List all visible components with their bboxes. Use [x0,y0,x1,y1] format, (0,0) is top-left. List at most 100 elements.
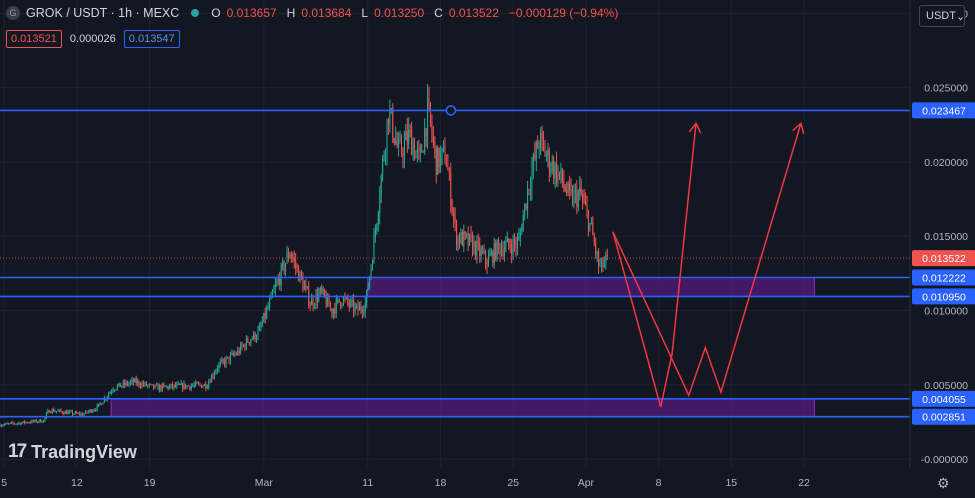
candle-body [24,421,26,423]
candle-body [225,357,227,365]
candle-body [214,373,216,377]
candle-body [141,383,143,387]
candle-body [353,300,355,312]
candle-body [371,263,374,267]
candle-body [27,422,29,424]
candle-body [208,382,210,387]
candle-body [209,382,211,384]
candle-body [519,231,521,237]
candle-body [511,248,513,255]
candle-body [514,239,516,244]
candle-body [160,385,162,390]
ohlc-change-value: −0.000129 (−0.94%) [508,6,619,20]
candle-body [109,392,111,394]
candle-body [3,424,5,426]
gear-icon[interactable]: ⚙ [937,475,950,491]
line-price-label-5-bg [912,408,975,425]
candle-body [58,409,60,411]
demand-zone-2 [110,398,815,418]
candle-body [260,325,262,327]
candle-body [264,313,266,318]
candle-body [286,253,288,264]
candle-body [425,128,427,137]
candle-body [429,102,431,122]
candle-body [247,338,249,343]
candle-body [363,311,365,313]
candle-body [56,411,58,413]
candle-body [42,420,44,423]
candle-body [551,161,553,170]
projection-path-2 [612,123,802,398]
candle-body [574,190,576,192]
candle-body [163,384,165,386]
candle-body [156,384,158,386]
candle-body [528,189,530,191]
ohlc-close-value: 0.013522 [448,6,499,20]
candle-body [399,140,401,142]
x-tick-label: Mar [255,477,274,489]
candle-body [166,386,168,388]
candle-body [344,297,346,299]
sell-price-button[interactable]: 0.013521 [6,30,62,48]
candle-body [525,203,527,209]
candle-body [127,382,129,385]
candle-body [598,252,600,266]
candle-body [125,382,127,385]
line-price-label-1-bg [912,102,975,119]
candle-body [95,409,97,411]
candle-body [495,243,497,260]
candle-body [19,422,21,425]
candle-body [98,403,100,406]
candle-body [477,241,479,244]
candle-body [111,391,113,393]
candle-body [438,147,440,168]
candle-body [461,231,463,246]
candle-body [298,267,300,282]
candle-body [340,302,342,306]
candle-body [509,245,511,249]
candle-body [357,304,359,311]
candle-body [590,222,592,224]
candle-body [309,305,311,307]
candle-body [557,171,559,182]
candle-body [8,423,10,425]
symbol-title[interactable]: GROK / USDT · 1h · MEXC [26,6,180,20]
candle-body [60,409,62,412]
candle-body [434,140,436,147]
candle-body [414,144,416,159]
candle-body [447,166,449,171]
candle-body [248,342,250,344]
candle-body [450,173,452,206]
candle-body [424,128,426,152]
candle-body [418,148,420,151]
candle-body [583,199,585,202]
candle-body [474,241,476,256]
candle-body [457,236,459,246]
currency-select[interactable]: USDT ⌄ [919,5,965,27]
candle-body [328,297,330,307]
candle-body [416,148,418,152]
candle-body [415,151,417,159]
buy-price-button[interactable]: 0.013547 [123,30,180,48]
candle-body [554,163,556,178]
candle-body [322,289,324,292]
candle-body [83,413,85,416]
candle-body [564,186,566,192]
candle-body [561,168,563,183]
candle-body [200,384,202,388]
candle-body [0,424,1,427]
brand-name: TradingView [31,441,137,462]
candle-body [502,248,504,256]
candle-body [311,299,313,306]
candle-body [572,190,574,204]
tradingview-logo[interactable]: 17 TradingView [8,441,137,463]
candle-body [329,306,331,309]
candle-body [103,398,105,403]
candle-body [419,148,421,151]
candle-body [458,236,460,244]
candle-body [498,240,500,246]
candle-body [234,353,236,355]
ohlc-low-value: 0.013250 [374,6,425,20]
candle-body [550,169,552,172]
